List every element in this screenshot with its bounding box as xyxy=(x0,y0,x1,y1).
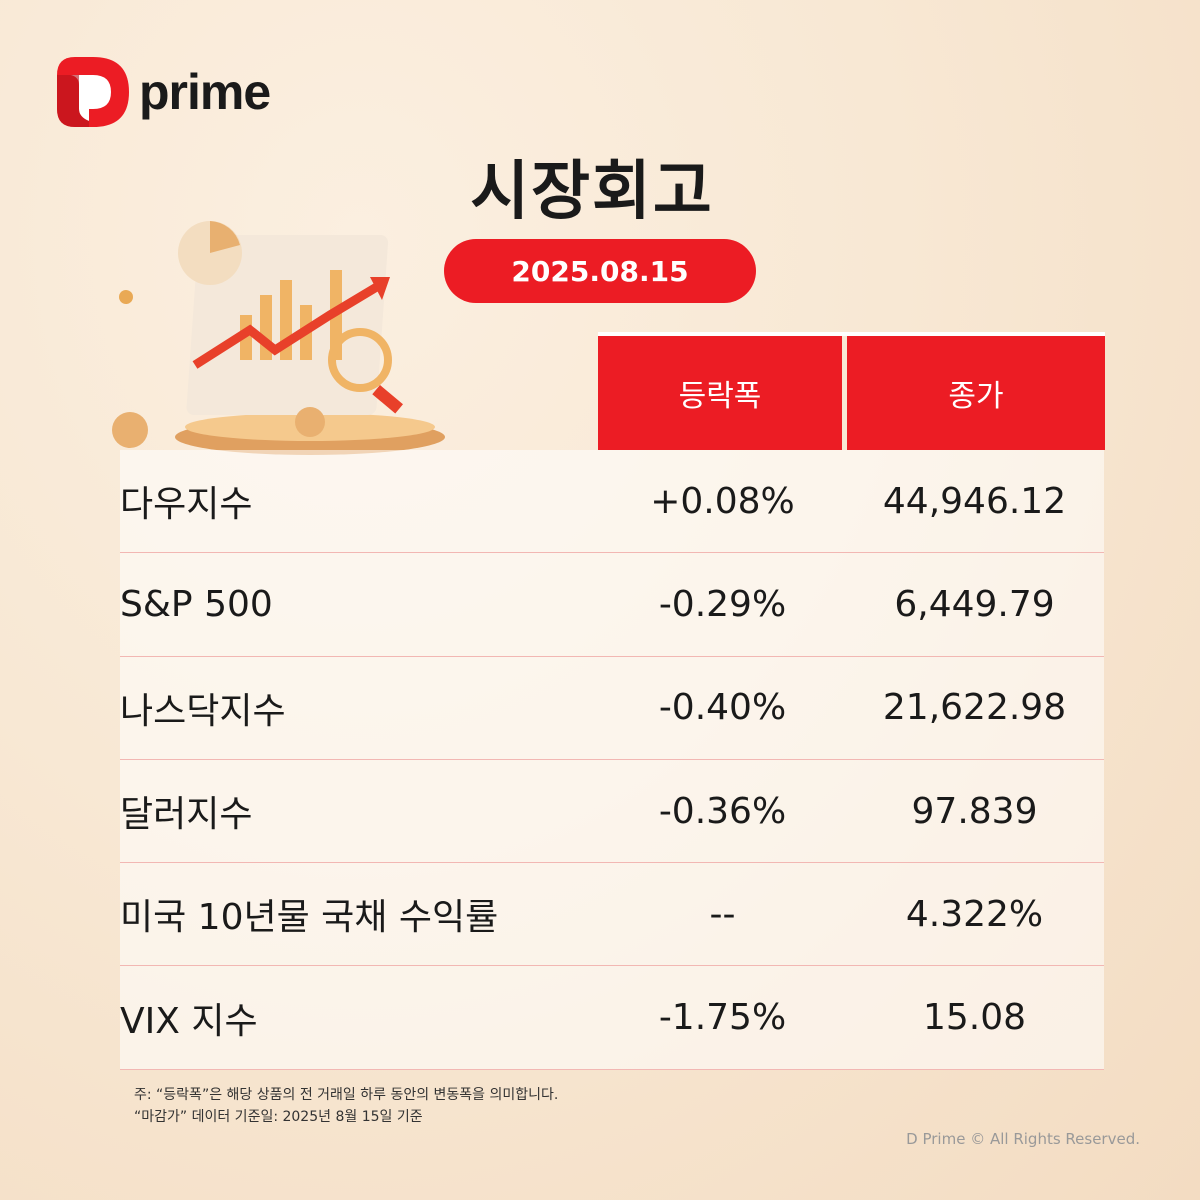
index-name: 다우지수 xyxy=(120,484,253,526)
table-row: VIX 지수 -1.75% 15.08 xyxy=(120,966,1104,1070)
header-close: 종가 xyxy=(847,336,1105,450)
brand-name: prime xyxy=(139,64,271,120)
page-title: 시장회고 xyxy=(0,140,1200,232)
footnote: 주: “등락폭”은 해당 상품의 전 거래일 하루 동안의 변동폭을 의미합니다… xyxy=(134,1084,558,1128)
chart-illustration-icon xyxy=(112,221,445,455)
close-value: 6,449.79 xyxy=(894,583,1055,625)
brand-logo: prime xyxy=(57,57,271,127)
table-row: 미국 10년물 국채 수익률 -- 4.322% xyxy=(120,863,1104,967)
change-value: -0.40% xyxy=(658,687,787,729)
close-value: 15.08 xyxy=(922,997,1027,1039)
index-name: 달러지수 xyxy=(120,794,253,836)
table-row: 달러지수 -0.36% 97.839 xyxy=(120,760,1104,864)
table-row: S&P 500 -0.29% 6,449.79 xyxy=(120,553,1104,657)
table-row: 나스닥지수 -0.40% 21,622.98 xyxy=(120,657,1104,760)
d-logo-icon xyxy=(57,57,129,127)
copyright: D Prime © All Rights Reserved. xyxy=(906,1130,1140,1148)
change-value: -- xyxy=(709,893,736,935)
change-value: -0.36% xyxy=(658,790,787,832)
footnote-line: 주: “등락폭”은 해당 상품의 전 거래일 하루 동안의 변동폭을 의미합니다… xyxy=(134,1087,559,1103)
footnote-line: “마감가” 데이터 기준일: 2025년 8월 15일 기준 xyxy=(134,1109,423,1125)
index-name: VIX 지수 xyxy=(120,1000,258,1042)
title-text: 시장회고 xyxy=(470,155,714,229)
header-change: 등락폭 xyxy=(598,336,842,450)
index-name: 미국 10년물 국채 수익률 xyxy=(120,897,499,939)
close-value: 97.839 xyxy=(911,790,1038,832)
table-header: 등락폭 종가 xyxy=(598,332,1105,450)
market-table: 다우지수 +0.08% 44,946.12 S&P 500 -0.29% 6,449.7… xyxy=(120,450,1104,1070)
change-value: -1.75% xyxy=(658,997,787,1039)
change-value: +0.08% xyxy=(650,480,795,522)
close-value: 44,946.12 xyxy=(882,480,1067,522)
table-row: 다우지수 +0.08% 44,946.12 xyxy=(120,450,1104,554)
close-value: 4.322% xyxy=(905,893,1044,935)
index-name: 나스닥지수 xyxy=(120,690,286,732)
date-badge: 2025.08.15 xyxy=(444,239,756,303)
index-name: S&P 500 xyxy=(120,583,273,625)
close-value: 21,622.98 xyxy=(882,687,1067,729)
change-value: -0.29% xyxy=(658,583,787,625)
